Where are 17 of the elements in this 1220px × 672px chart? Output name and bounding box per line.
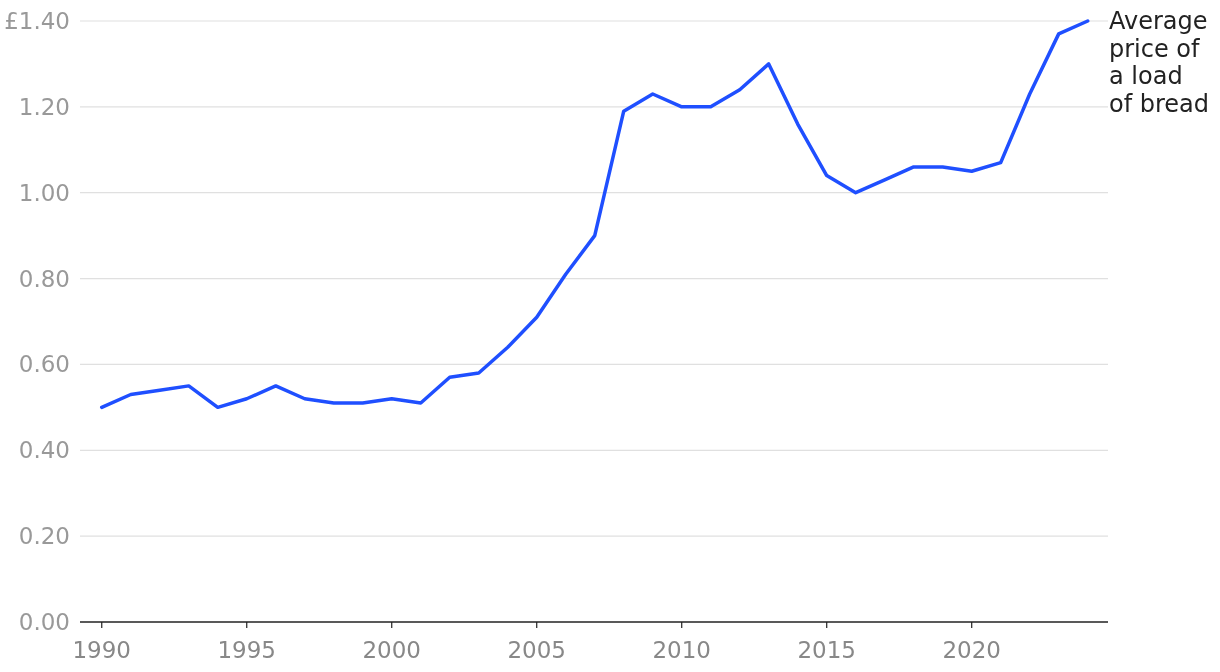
line-series <box>100 19 1090 410</box>
x-tick-label: 2015 <box>797 637 856 663</box>
x-tick-label: 2000 <box>362 637 422 663</box>
x-tick-label: 1990 <box>72 637 132 663</box>
x-tick-label: 2005 <box>507 637 566 663</box>
x-tick-label: 2010 <box>652 637 711 663</box>
y-tick-label: 1.20 <box>18 93 70 120</box>
y-tick-label: 0.80 <box>18 265 70 292</box>
x-tick-label: 1995 <box>217 637 277 663</box>
y-tick-label: 0.40 <box>18 437 70 464</box>
y-tick-label: 0.00 <box>18 609 70 635</box>
y-tick-label: £1.40 <box>4 8 70 34</box>
y-tick-label: 0.20 <box>18 523 70 550</box>
y-tick-label: 1.00 <box>18 179 70 206</box>
y-tick-label: 0.60 <box>18 351 70 378</box>
series-label: Average price of a load of bread <box>1109 7 1210 118</box>
x-tick-label: 2020 <box>942 637 1001 663</box>
